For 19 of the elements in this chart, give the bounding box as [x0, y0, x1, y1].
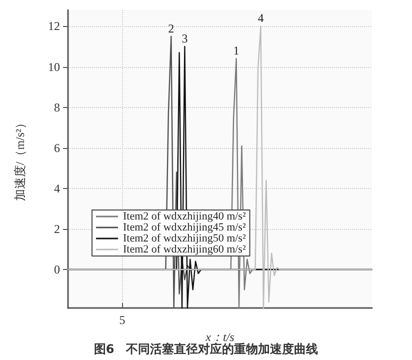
annotation: 1 [233, 44, 240, 58]
y-tick-label: 2 [54, 222, 60, 236]
annotation: 2 [168, 21, 174, 36]
x-tick-label: 5 [119, 313, 126, 327]
y-tick-label: 4 [54, 181, 60, 196]
legend-label: Item2 of wdxzhijing40 m/s² [123, 210, 246, 222]
legend-label: Item2 of wdxzhijing50 m/s² [123, 232, 246, 244]
y-tick-label: 6 [54, 140, 60, 155]
x-axis-title: x：t/s [204, 330, 235, 344]
annotation: 3 [182, 31, 188, 46]
y-tick-label: 12 [48, 19, 60, 34]
y-tick-label: 10 [48, 60, 60, 74]
legend-label: Item2 of wdxzhijing45 m/s² [123, 222, 246, 234]
annotation: 4 [258, 11, 264, 26]
y-tick-label: 0 [54, 262, 60, 276]
y-tick-label: 8 [54, 100, 60, 114]
y-axis-title: 加速度/（m/s²） [13, 116, 27, 202]
legend-label: Item2 of wdxzhijing60 m/s² [123, 244, 246, 256]
text: 图6 不同活塞直径对应的重物加速度曲线 [94, 342, 318, 356]
